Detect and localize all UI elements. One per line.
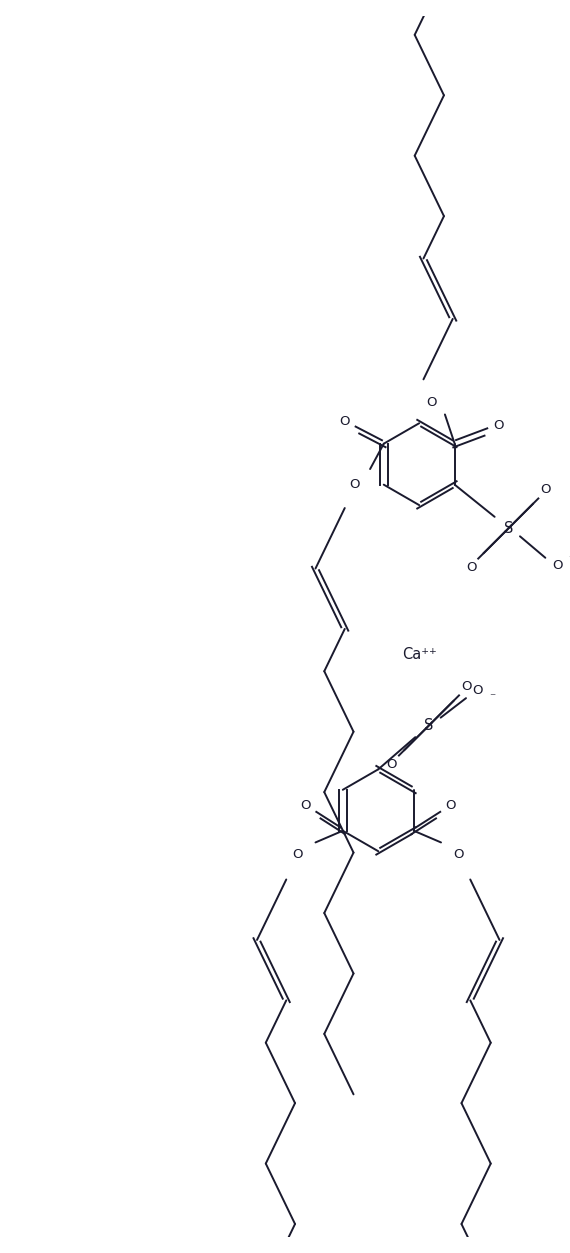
Text: ⁻: ⁻ [489, 692, 495, 704]
Text: O: O [466, 561, 477, 574]
Text: O: O [453, 847, 464, 861]
Text: O: O [293, 847, 303, 861]
Text: O: O [340, 415, 350, 427]
Text: S: S [424, 718, 434, 733]
Text: O: O [552, 559, 562, 573]
Text: O: O [493, 419, 504, 432]
Text: O: O [461, 680, 471, 693]
Text: O: O [446, 799, 456, 812]
Text: S: S [504, 521, 513, 536]
Text: O: O [386, 758, 397, 771]
Text: Ca⁺⁺: Ca⁺⁺ [402, 647, 437, 662]
Text: ⁻: ⁻ [568, 554, 570, 566]
Text: O: O [473, 684, 483, 697]
Text: O: O [349, 479, 360, 491]
Text: O: O [426, 396, 437, 410]
Text: O: O [540, 482, 551, 496]
Text: O: O [300, 799, 311, 812]
